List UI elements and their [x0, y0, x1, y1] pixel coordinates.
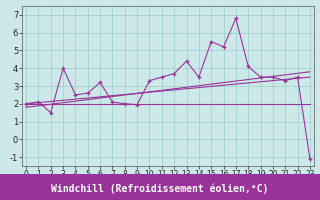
- Text: Windchill (Refroidissement éolien,°C): Windchill (Refroidissement éolien,°C): [51, 183, 269, 194]
